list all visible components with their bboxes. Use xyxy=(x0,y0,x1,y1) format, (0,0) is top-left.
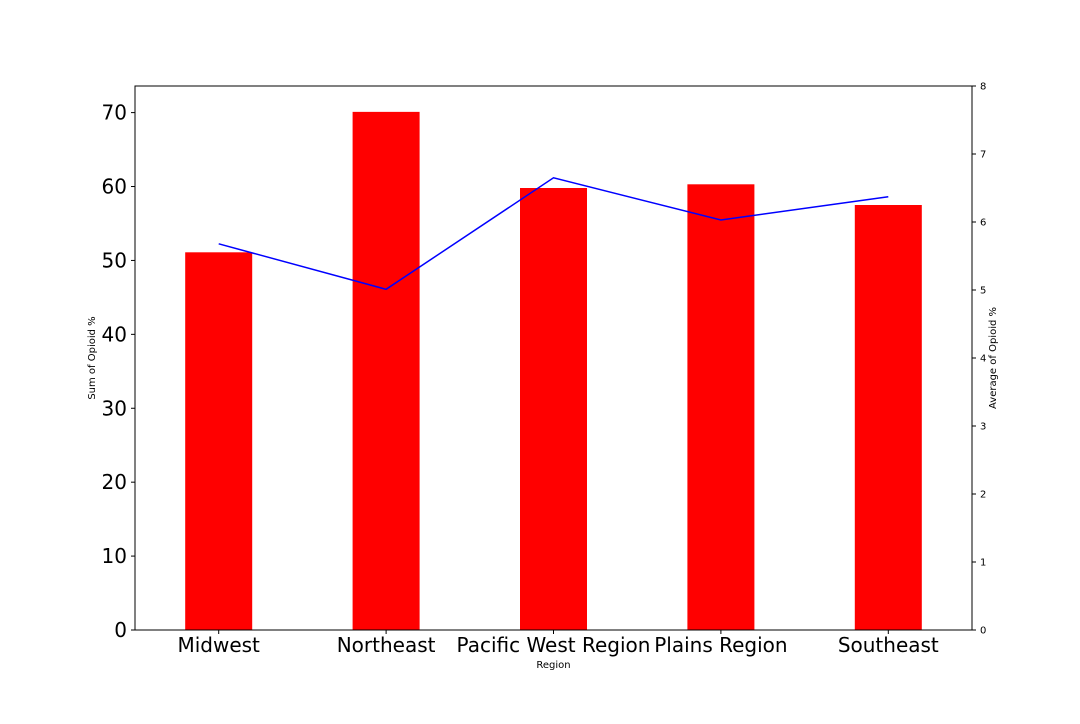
bar-northeast xyxy=(352,111,420,630)
left-tick-label: 60 xyxy=(102,175,127,199)
left-tick-label: 20 xyxy=(102,470,127,494)
x-axis: Midwest Northeast Pacific West Region Plain… xyxy=(177,630,939,657)
x-axis-label: Region xyxy=(536,660,570,671)
right-tick-label: 5 xyxy=(980,286,986,297)
right-tick-label: 6 xyxy=(980,218,986,229)
bars-layer xyxy=(185,111,922,630)
x-tick-label: Midwest xyxy=(177,633,260,657)
left-tick-label: 10 xyxy=(102,544,127,568)
right-y-axis: 0 1 2 3 4 5 6 7 8 xyxy=(972,82,986,637)
right-tick-label: 2 xyxy=(980,490,986,501)
right-tick-label: 0 xyxy=(980,626,986,637)
bar-pacific-west-region xyxy=(520,188,587,630)
x-tick-label: Pacific West Region xyxy=(457,633,651,657)
left-y-axis: 0 10 20 30 40 50 60 70 xyxy=(102,101,135,642)
right-tick-label: 1 xyxy=(980,558,986,569)
x-tick-label: Northeast xyxy=(337,633,436,657)
right-tick-label: 7 xyxy=(980,150,986,161)
left-tick-label: 0 xyxy=(114,618,127,642)
right-tick-label: 8 xyxy=(980,82,986,93)
bar-midwest xyxy=(185,252,253,630)
y2-axis-label: Average of Opioid % xyxy=(988,307,999,409)
left-tick-label: 70 xyxy=(102,101,127,125)
right-tick-label: 3 xyxy=(980,422,986,433)
bar-plains-region xyxy=(687,184,755,630)
y-axis-label: Sum of Opioid % xyxy=(87,316,98,399)
x-tick-label: Plains Region xyxy=(654,633,787,657)
line-layer xyxy=(218,176,889,291)
left-tick-label: 40 xyxy=(102,322,127,346)
right-tick-label: 4 xyxy=(980,354,986,365)
left-tick-label: 50 xyxy=(102,248,127,272)
average-line xyxy=(218,176,889,291)
bar-southeast xyxy=(854,205,922,630)
x-tick-label: Southeast xyxy=(838,633,939,657)
left-tick-label: 30 xyxy=(102,396,127,420)
